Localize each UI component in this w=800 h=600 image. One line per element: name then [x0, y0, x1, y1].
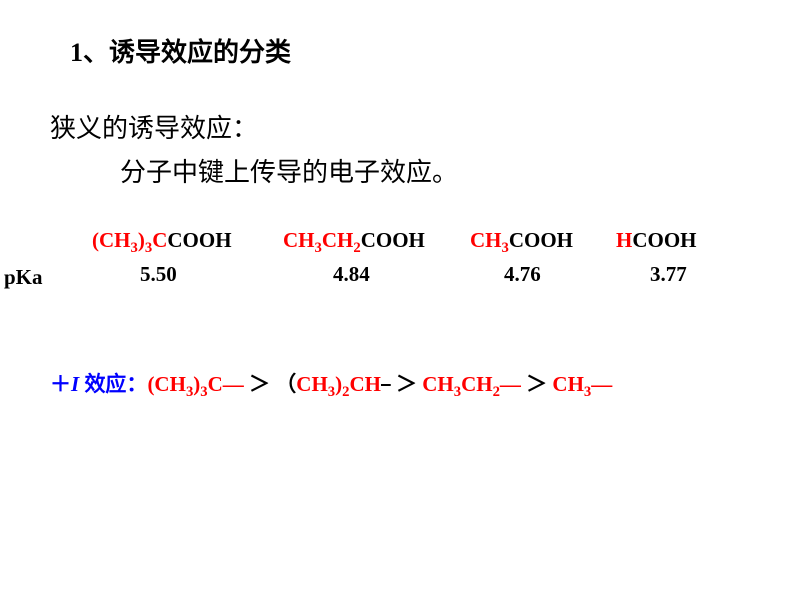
- compound-3: CH3COOH: [470, 228, 573, 253]
- pka-value-1: 5.50: [140, 262, 177, 287]
- compound-2-black: COOH: [361, 228, 425, 252]
- i-effect-plus: ＋: [50, 372, 71, 396]
- compound-4: HCOOH: [616, 228, 697, 253]
- i-effect-I: I: [71, 372, 84, 396]
- i-effect-gt3: ＞: [521, 372, 553, 396]
- i-effect-g2-open: （: [275, 372, 296, 396]
- pka-value-4: 3.77: [650, 262, 687, 287]
- i-effect-g2-dash: [381, 372, 391, 396]
- subheading-line-1: 狭义的诱导效应：: [50, 108, 258, 145]
- compound-2-red: CH3CH2: [283, 228, 361, 252]
- compound-1-red: (CH3)3C: [92, 228, 167, 252]
- subheading-line-2: 分子中键上传导的电子效应。: [120, 152, 458, 189]
- compound-3-red: CH3: [470, 228, 509, 252]
- i-effect-g2: CH3)2CH: [296, 372, 381, 396]
- compound-3-black: COOH: [509, 228, 573, 252]
- i-effect-g4: CH3—: [552, 372, 612, 396]
- i-effect-gt2: ＞: [391, 372, 423, 396]
- compound-4-black: COOH: [632, 228, 696, 252]
- i-effect-label: 效应：: [84, 372, 147, 396]
- pka-value-2: 4.84: [333, 262, 370, 287]
- compound-1-black: COOH: [167, 228, 231, 252]
- compound-2: CH3CH2COOH: [283, 228, 425, 253]
- section-title: 1、诱导效应的分类: [70, 32, 291, 69]
- pka-label: pKa: [4, 265, 43, 290]
- i-effect-gt1: ＞: [244, 372, 276, 396]
- compound-1: (CH3)3CCOOH: [92, 228, 232, 253]
- i-effect-row: ＋I 效应：(CH3)3C— ＞ （CH3)2CH ＞ CH3CH2— ＞ CH…: [50, 368, 612, 398]
- pka-value-3: 4.76: [504, 262, 541, 287]
- i-effect-g3: CH3CH2—: [422, 372, 521, 396]
- i-effect-g1: (CH3)3C—: [147, 372, 243, 396]
- compound-4-red: H: [616, 228, 632, 252]
